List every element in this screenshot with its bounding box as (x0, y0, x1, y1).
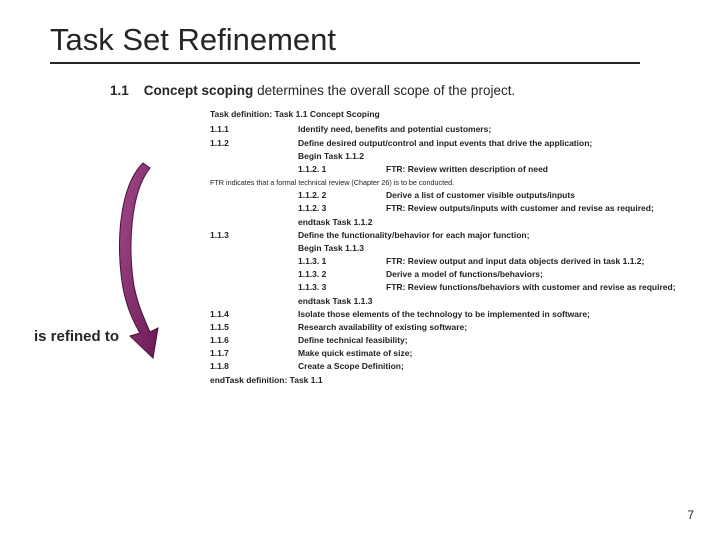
subtask-row: 1.1.3. 2 Derive a model of functions/beh… (210, 268, 690, 281)
subtask-row: 1.1.2. 3 FTR: Review outputs/inputs with… (210, 202, 690, 215)
task-id: 1.1.2 (210, 137, 298, 150)
task-header: Task definition: Task 1.1 Concept Scopin… (210, 108, 690, 121)
subtask-row: 1.1.2. 1 FTR: Review written description… (210, 163, 690, 176)
page-number: 7 (687, 508, 694, 522)
task-desc: Make quick estimate of size; (298, 347, 690, 360)
subtask-row: 1.1.3. 3 FTR: Review functions/behaviors… (210, 281, 690, 294)
task-desc: Derive a model of functions/behaviors; (386, 268, 690, 281)
task-desc: FTR: Review functions/behaviors with cus… (386, 281, 690, 294)
refined-label: is refined to (34, 328, 119, 345)
intro-text: 1.1 Concept scoping determines the overa… (110, 82, 630, 100)
task-desc: Identify need, benefits and potential cu… (298, 123, 690, 136)
intro-bold: Concept scoping (144, 83, 254, 98)
subtask-row: 1.1.3. 1 FTR: Review output and input da… (210, 255, 690, 268)
end-112: endtask Task 1.1.2 (210, 216, 690, 229)
subtask-row: 1.1.2. 2 Derive a list of customer visib… (210, 189, 690, 202)
begin-113: Begin Task 1.1.3 (210, 242, 690, 255)
task-row: 1.1.4 Isolate those elements of the tech… (210, 308, 690, 321)
ftr-note: FTR indicates that a formal technical re… (210, 177, 690, 188)
task-row: 1.1.7 Make quick estimate of size; (210, 347, 690, 360)
task-row: 1.1.1 Identify need, benefits and potent… (210, 123, 690, 136)
task-id: 1.1.7 (210, 347, 298, 360)
task-id: 1.1.3 (210, 229, 298, 242)
task-id: 1.1.3. 1 (298, 255, 386, 268)
begin-112: Begin Task 1.1.2 (210, 150, 690, 163)
task-desc: FTR: Review output and input data object… (386, 255, 690, 268)
task-row: 1.1.3 Define the functionality/behavior … (210, 229, 690, 242)
task-row: 1.1.2 Define desired output/control and … (210, 137, 690, 150)
task-desc: Create a Scope Definition; (298, 360, 690, 373)
end-definition: endTask definition: Task 1.1 (210, 374, 690, 387)
task-desc: Isolate those elements of the technology… (298, 308, 690, 321)
task-id: 1.1.3. 2 (298, 268, 386, 281)
intro-number: 1.1 (110, 83, 129, 98)
task-desc: Derive a list of customer visible output… (386, 189, 690, 202)
task-id: 1.1.2. 1 (298, 163, 386, 176)
task-id: 1.1.3. 3 (298, 281, 386, 294)
task-id: 1.1.5 (210, 321, 298, 334)
slide-title: Task Set Refinement (50, 22, 640, 64)
task-id: 1.1.1 (210, 123, 298, 136)
intro-rest: determines the overall scope of the proj… (253, 83, 515, 98)
task-row: 1.1.8 Create a Scope Definition; (210, 360, 690, 373)
task-definition-block: Task definition: Task 1.1 Concept Scopin… (210, 108, 690, 387)
task-desc: Research availability of existing softwa… (298, 321, 690, 334)
task-row: 1.1.5 Research availability of existing … (210, 321, 690, 334)
task-desc: FTR: Review written description of need (386, 163, 690, 176)
task-id: 1.1.6 (210, 334, 298, 347)
task-desc: FTR: Review outputs/inputs with customer… (386, 202, 690, 215)
task-id: 1.1.2. 2 (298, 189, 386, 202)
task-row: 1.1.6 Define technical feasibility; (210, 334, 690, 347)
task-id: 1.1.4 (210, 308, 298, 321)
task-id: 1.1.2. 3 (298, 202, 386, 215)
task-desc: Define technical feasibility; (298, 334, 690, 347)
task-desc: Define the functionality/behavior for ea… (298, 229, 690, 242)
task-desc: Define desired output/control and input … (298, 137, 690, 150)
task-id: 1.1.8 (210, 360, 298, 373)
end-113: endtask Task 1.1.3 (210, 295, 690, 308)
